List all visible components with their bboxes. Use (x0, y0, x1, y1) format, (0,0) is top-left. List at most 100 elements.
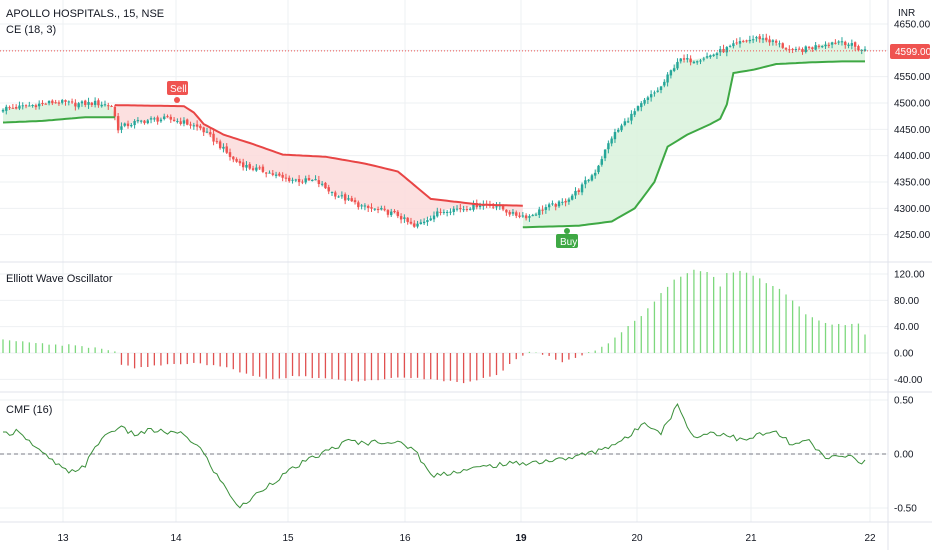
candle-body (11, 107, 15, 109)
candle-body (307, 178, 311, 181)
candle-body (130, 124, 133, 127)
candle-body (547, 204, 551, 208)
candle-body (682, 58, 686, 60)
candle-body (340, 195, 344, 197)
candle-body (107, 105, 110, 107)
time-tick-label: 20 (631, 533, 643, 544)
candle-body (169, 116, 172, 120)
candle-body (807, 46, 811, 48)
candle-body (403, 217, 406, 219)
candle-body (452, 208, 455, 212)
candle-body (797, 48, 801, 50)
candle-body (205, 131, 209, 133)
candle-body (24, 105, 28, 107)
candle-body (320, 183, 324, 185)
candle-body (758, 36, 761, 40)
candle-body (84, 100, 87, 105)
candle-body (327, 187, 330, 192)
candle-body (383, 208, 386, 210)
price-tick-label: 4450.00 (894, 125, 931, 136)
candle-body (478, 205, 482, 208)
candle-body (182, 120, 186, 124)
buy-label-bg (556, 234, 578, 248)
candle-body (781, 43, 784, 48)
price-tick-label: 4300.00 (894, 204, 931, 215)
candle-body (153, 118, 156, 120)
candle-body (51, 100, 54, 104)
candle-body (738, 41, 742, 44)
cmf-tick-label: 0.00 (894, 450, 914, 461)
time-tick-label: 21 (745, 533, 757, 544)
candle-body (304, 178, 307, 183)
candle-body (314, 179, 317, 181)
candle-body (439, 211, 442, 213)
candle-body (116, 116, 120, 131)
candle-body (301, 181, 304, 183)
candle-body (61, 100, 64, 103)
time-tick-label: 19 (515, 533, 527, 544)
cmf-title: CMF (16) (6, 404, 52, 416)
candle-body (67, 101, 71, 103)
candle-body (34, 105, 38, 108)
candle-body (735, 42, 738, 44)
candle-body (449, 211, 452, 213)
candle-body (515, 212, 518, 216)
candle-body (771, 40, 775, 42)
candle-body (255, 167, 258, 171)
candle-body (409, 221, 413, 224)
candle-body (492, 206, 495, 208)
price-tick-label: 4250.00 (894, 230, 931, 241)
sell-label-bg (167, 81, 188, 95)
chandelier-exit-long (2, 116, 115, 124)
candle-body (163, 116, 166, 120)
ewo-tick-label: 0.00 (894, 349, 914, 360)
candle-body (455, 208, 459, 210)
candle-body (524, 215, 528, 219)
candle-body (472, 203, 475, 210)
ewo-bars (2, 269, 866, 384)
ewo-tick-label: -40.00 (894, 375, 923, 386)
chandelier-exit-lines (2, 60, 865, 229)
candle-body (659, 86, 663, 91)
candle-body (534, 214, 538, 216)
price-tick-label: 4500.00 (894, 99, 931, 110)
candle-body (284, 177, 288, 179)
candle-body (70, 101, 74, 103)
candle-body (853, 42, 857, 47)
candle-body (643, 99, 646, 104)
candle-body (824, 44, 827, 47)
candle-body (334, 192, 337, 197)
candle-body (646, 97, 650, 100)
candle-body (176, 121, 179, 123)
candle-body (74, 102, 77, 107)
candle-body (712, 54, 715, 56)
ewo-tick-label: 80.00 (894, 296, 919, 307)
candle-body (41, 102, 44, 104)
candle-body (459, 208, 462, 210)
candle-body (422, 221, 426, 224)
ewo-tick-label: 40.00 (894, 322, 919, 333)
candle-body (748, 39, 752, 42)
candle-body (136, 120, 140, 122)
candle-body (445, 211, 449, 213)
candle-body (501, 205, 505, 210)
candle-body (311, 179, 314, 181)
candle-body (656, 90, 659, 92)
candle-body (850, 43, 854, 46)
candle-body (222, 146, 225, 149)
candle-body (666, 74, 669, 83)
candle-body (702, 58, 705, 60)
candle-body (696, 61, 699, 63)
candle-body (413, 223, 416, 227)
price-candles (1, 33, 867, 229)
candle-body (751, 39, 755, 41)
candle-body (857, 46, 860, 51)
candle-body (172, 119, 176, 122)
candle-body (577, 190, 580, 192)
candle-body (218, 141, 222, 149)
candle-body (225, 146, 228, 153)
candle-body (5, 106, 8, 111)
candle-body (28, 105, 31, 107)
price-tick-label: 4350.00 (894, 178, 931, 189)
